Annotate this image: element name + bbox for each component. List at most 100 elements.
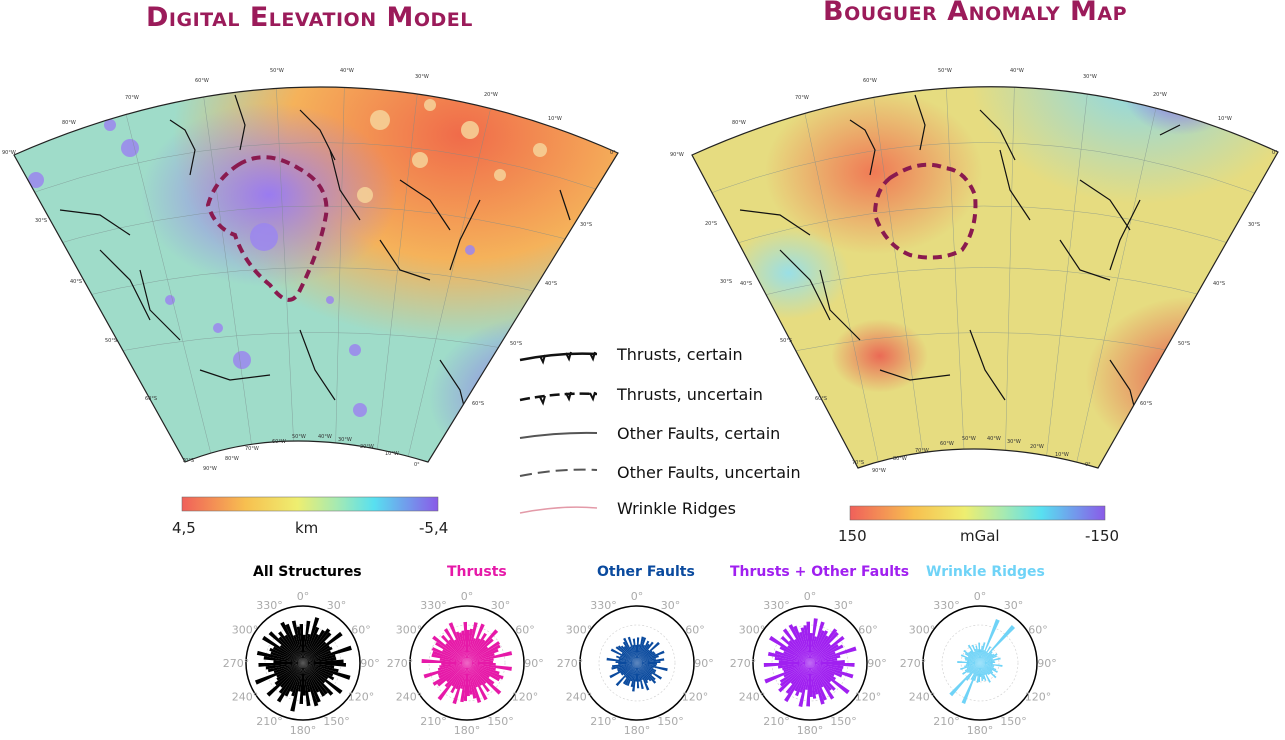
rose-angle-label: 330° bbox=[590, 599, 617, 612]
rose-petal bbox=[790, 663, 810, 685]
rose-petal bbox=[788, 624, 810, 663]
rose-diagram: 0° 30° 60° 90° 120° 150° 180° 210° 240° 270° 300° 3… bbox=[223, 590, 380, 737]
rose-petal bbox=[460, 663, 467, 703]
rose-petal bbox=[980, 663, 998, 673]
rose-petal bbox=[637, 663, 644, 681]
rose-petal bbox=[782, 628, 810, 663]
rose-angle-label: 90° bbox=[694, 657, 714, 670]
rose-petal bbox=[810, 663, 843, 678]
rose-petal bbox=[980, 655, 998, 663]
graticule-label: 20°W bbox=[1153, 92, 1167, 98]
rose-petal bbox=[980, 649, 985, 663]
rose-petal bbox=[980, 619, 1000, 663]
rose-petal bbox=[296, 626, 303, 663]
rose-petal bbox=[276, 663, 303, 681]
legend-label-thrust-certain: Thrusts, certain bbox=[617, 345, 743, 364]
graticule-label: 80°W bbox=[62, 120, 76, 126]
rose-petal bbox=[467, 663, 512, 671]
rose-petal bbox=[284, 634, 303, 663]
rose-petal bbox=[299, 663, 303, 704]
rose-angle-label: 0° bbox=[804, 590, 817, 603]
graticule-label: 10°W bbox=[1218, 116, 1232, 122]
rose-petal bbox=[778, 663, 810, 693]
graticule-label: 10°W bbox=[548, 116, 562, 122]
rose-petal bbox=[276, 663, 303, 678]
rose-petal bbox=[265, 663, 303, 670]
rose-petal bbox=[810, 651, 836, 663]
rose-petal bbox=[788, 639, 810, 663]
rose-petal bbox=[269, 647, 303, 663]
rose-title-thrusts-other: Thrusts + Other Faults bbox=[730, 564, 910, 580]
rose-petal bbox=[467, 663, 500, 675]
rose-petal bbox=[962, 663, 980, 675]
rose-petal bbox=[980, 653, 995, 663]
rose-petal bbox=[630, 663, 637, 688]
rose-petal bbox=[298, 663, 303, 692]
rose-petal bbox=[810, 663, 824, 688]
rose-petal bbox=[637, 650, 665, 663]
rose-petal bbox=[637, 663, 658, 665]
rose-petal bbox=[799, 663, 810, 693]
rose-angle-label: 30° bbox=[661, 599, 681, 612]
rose-petal bbox=[767, 651, 810, 663]
graticule-label: 90°W bbox=[203, 466, 217, 472]
rose-petal bbox=[467, 648, 499, 663]
rose-petal bbox=[980, 663, 994, 668]
rose-petal bbox=[455, 631, 467, 663]
rose-petal bbox=[437, 663, 467, 671]
rose-petal bbox=[262, 635, 303, 663]
rose-petal bbox=[637, 663, 641, 682]
rose-petal bbox=[284, 663, 303, 697]
rose-petal bbox=[467, 660, 494, 663]
rose-petal bbox=[467, 623, 485, 663]
rose-petal bbox=[303, 663, 320, 693]
rose-petal bbox=[980, 663, 995, 667]
rose-petal bbox=[467, 638, 494, 663]
rose-petal bbox=[785, 663, 810, 694]
rose-petal bbox=[964, 663, 980, 668]
rose-petal bbox=[303, 663, 334, 677]
rose-petal bbox=[303, 654, 336, 663]
rose-diagram: 0° 30° 60° 90° 120° 150° 180° 210° 240° 270° 300° 3… bbox=[387, 590, 544, 737]
rose-petal bbox=[278, 663, 303, 694]
rose-petal bbox=[620, 663, 637, 675]
rose-petal bbox=[467, 663, 470, 697]
rose-petal bbox=[977, 649, 980, 663]
rose-angle-label: 120° bbox=[348, 691, 375, 704]
rose-petal bbox=[980, 663, 997, 679]
rose-petal bbox=[637, 637, 647, 663]
rose-petal bbox=[974, 648, 980, 663]
rose-petal bbox=[254, 663, 303, 685]
rose-petal bbox=[463, 621, 467, 663]
legend-symbol-fault-certain bbox=[519, 431, 598, 439]
rose-petal bbox=[965, 663, 980, 666]
rose-petal bbox=[266, 663, 303, 697]
bouguer-title: Bouguer Anomaly Map bbox=[823, 0, 1128, 27]
legend-symbol-thrust-uncertain bbox=[519, 391, 598, 406]
rose-petal bbox=[778, 660, 810, 663]
rose-title-other-faults: Other Faults bbox=[597, 564, 695, 580]
graticule-label: 50°S bbox=[1178, 341, 1190, 347]
rose-petal bbox=[980, 661, 996, 663]
rose-petal bbox=[810, 635, 845, 663]
rose-petal bbox=[964, 659, 980, 663]
rose-petal bbox=[461, 630, 467, 663]
graticule-label: 70°W bbox=[795, 95, 809, 101]
rose-angle-label: 300° bbox=[909, 624, 936, 637]
rose-petal bbox=[303, 663, 306, 696]
rose-petal bbox=[432, 663, 467, 686]
rose-petal bbox=[810, 663, 817, 699]
rose-petal bbox=[637, 663, 657, 667]
graticule-label: 40°S bbox=[740, 281, 752, 287]
rose-petal bbox=[637, 663, 640, 689]
rose-petal bbox=[980, 642, 986, 663]
rose-angle-label: 240° bbox=[909, 691, 936, 704]
rose-petal bbox=[810, 663, 855, 667]
rose-petal bbox=[637, 640, 650, 663]
rose-petal bbox=[810, 663, 850, 695]
rose-angle-label: 90° bbox=[867, 657, 887, 670]
rose-petal bbox=[637, 643, 650, 663]
rose-petal bbox=[467, 663, 496, 666]
rose-petal bbox=[806, 621, 810, 663]
rose-petal bbox=[303, 659, 344, 663]
